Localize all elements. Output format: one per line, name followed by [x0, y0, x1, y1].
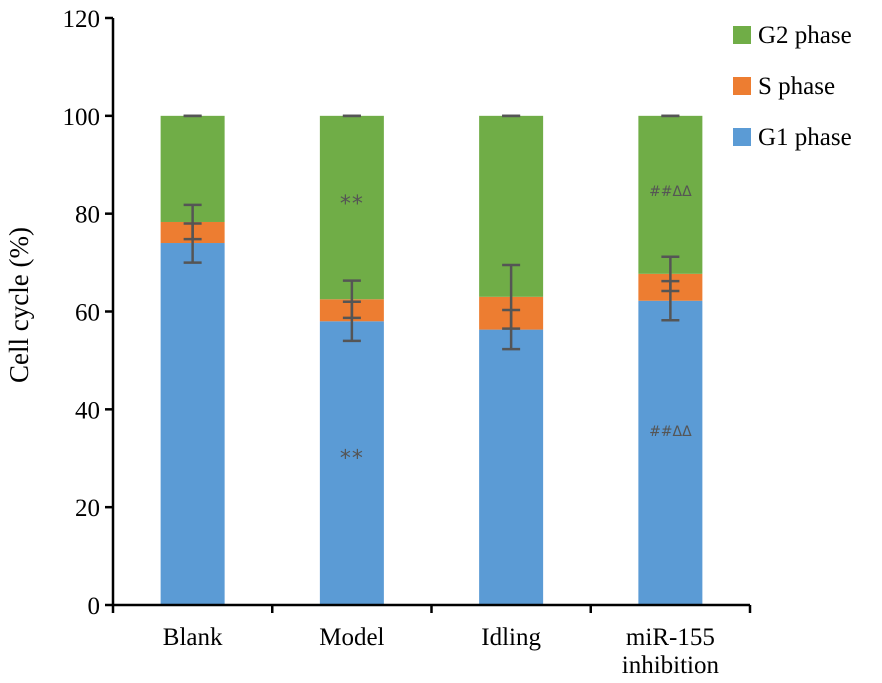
bar-segment-g1-phase [160, 243, 225, 605]
y-axis-label: Cell cycle (%) [4, 227, 34, 383]
x-category-label: inhibition [622, 652, 720, 679]
annotations-layer: ** ** ##ΔΔ ##ΔΔ [340, 184, 692, 471]
y-tick-label: 100 [63, 104, 101, 131]
x-category-label: Blank [163, 624, 223, 651]
legend: G2 phase S phase G1 phase [733, 22, 852, 151]
bar-segment-g1-phase [479, 329, 544, 605]
significance-annotation: ##ΔΔ [649, 424, 692, 440]
legend-label: G1 phase [758, 124, 852, 151]
x-category-label: miR-155 [626, 624, 715, 651]
bars-layer [160, 115, 703, 605]
error-bars-layer [183, 114, 680, 351]
legend-swatch [733, 77, 751, 95]
y-tick-label: 60 [75, 300, 100, 327]
legend-swatch [733, 26, 751, 44]
legend-swatch [733, 128, 751, 146]
y-tick-label: 40 [75, 397, 100, 424]
significance-annotation: ** [340, 446, 364, 471]
bar-segment-g1-phase [319, 321, 384, 605]
legend-label: S phase [758, 73, 835, 100]
legend-label: G2 phase [758, 22, 852, 49]
significance-annotation: ** [340, 192, 364, 217]
y-tick-label: 120 [63, 6, 101, 33]
significance-annotation: ##ΔΔ [649, 184, 692, 200]
y-tick-label: 80 [75, 202, 100, 229]
y-tick-label: 20 [75, 495, 100, 522]
axes-layer: 0 20 40 60 80 100 120 Blank Model Idling miR-155in… [63, 6, 752, 679]
y-tick-label: 0 [88, 593, 101, 620]
bar-segment-g2-phase [319, 115, 384, 300]
bar-segment-g2-phase [638, 115, 703, 274]
x-category-label: Idling [481, 624, 541, 651]
x-category-label: Model [319, 624, 384, 651]
bar-segment-g1-phase [638, 300, 703, 605]
